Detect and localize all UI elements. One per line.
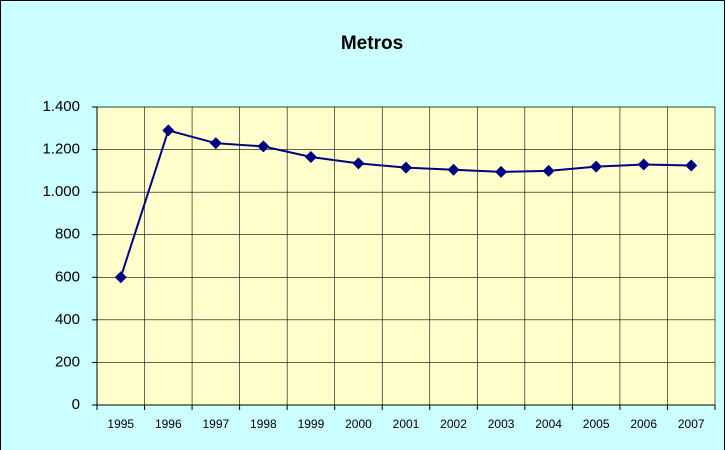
x-tick-label: 2003 [488, 417, 515, 431]
data-point [114, 271, 127, 284]
data-point [257, 140, 270, 153]
y-tick-label: 0 [72, 396, 80, 413]
y-tick-label: 1.400 [42, 98, 80, 115]
chart-title: Metros [341, 33, 403, 54]
x-tick-label: 2004 [535, 417, 562, 431]
x-tick-label: 1995 [107, 417, 134, 431]
y-tick-label: 200 [55, 353, 80, 370]
data-point [495, 165, 508, 178]
data-point [447, 163, 460, 176]
data-point [304, 151, 317, 164]
x-tick-label: 2007 [678, 417, 705, 431]
x-tick-label: 2001 [393, 417, 420, 431]
x-tick-label: 1997 [202, 417, 229, 431]
data-point [685, 159, 698, 172]
data-point [637, 158, 650, 171]
plot-area [97, 107, 715, 405]
y-tick-label: 1.000 [42, 183, 80, 200]
x-tick-label: 2006 [630, 417, 657, 431]
y-tick-label: 1.200 [42, 141, 80, 158]
data-point [542, 164, 555, 177]
y-tick-label: 800 [55, 226, 80, 243]
x-tick-label: 2005 [583, 417, 610, 431]
data-point [162, 124, 175, 137]
y-tick-label: 600 [55, 268, 80, 285]
y-tick-label: 400 [55, 311, 80, 328]
data-point [209, 137, 222, 150]
x-tick-label: 1996 [155, 417, 182, 431]
data-point [590, 160, 603, 173]
data-point [352, 157, 365, 170]
x-tick-label: 2000 [345, 417, 372, 431]
x-tick-label: 2002 [440, 417, 467, 431]
data-point [400, 161, 412, 174]
x-tick-label: 1998 [250, 417, 277, 431]
x-tick-label: 1999 [298, 417, 325, 431]
